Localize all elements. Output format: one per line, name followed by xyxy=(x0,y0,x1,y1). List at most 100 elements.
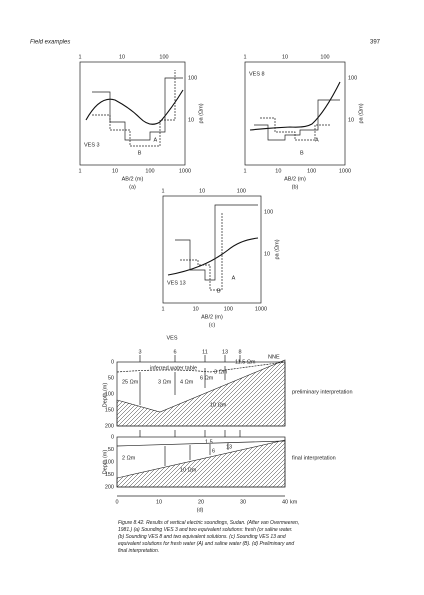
panel-label: (a) xyxy=(129,184,136,190)
section-figure xyxy=(116,359,286,497)
x-tick: 1000 xyxy=(255,306,267,312)
depth-tick: 50 xyxy=(108,447,114,453)
x-tick: 10 xyxy=(193,306,199,312)
interp-label: preliminary interpretation xyxy=(292,389,353,395)
running-title: Field examples xyxy=(30,40,70,46)
ves-number: 6 xyxy=(173,349,176,355)
layer-label: 11.5 Ωm xyxy=(235,359,256,365)
top-tick: 1 xyxy=(161,188,164,194)
top-tick: 1 xyxy=(78,54,81,60)
solution-b xyxy=(92,70,176,147)
depth-tick: 200 xyxy=(105,484,114,490)
y-tick: 10 xyxy=(348,117,354,123)
y-tick: 100 xyxy=(264,209,273,215)
y-tick: 100 xyxy=(348,75,357,81)
solution-a xyxy=(175,204,258,281)
ves-name: VES 13 xyxy=(167,280,186,286)
top-tick: 10 xyxy=(119,54,125,60)
depth-tick: 200 xyxy=(105,423,114,429)
plot-frame xyxy=(79,61,186,166)
depth-axis: Depth (m) xyxy=(102,383,108,408)
depth-tick: 100 xyxy=(105,459,114,465)
ves-number: 13 xyxy=(222,349,228,355)
solution-a xyxy=(92,77,183,141)
distance-tick: 40 xyxy=(282,499,288,505)
x-tick: 1 xyxy=(161,306,164,312)
solution-label: A xyxy=(154,137,158,143)
ves-name: VES 3 xyxy=(84,142,100,148)
panel-label: (b) xyxy=(292,184,299,190)
caption: Figure 8.42. Results of vertical electri… xyxy=(118,520,299,554)
x-tick: 100 xyxy=(145,168,154,174)
solution-label: B xyxy=(217,288,221,294)
x-axis-label: AB/2 (m) xyxy=(201,314,223,320)
layer-label: 3 Ωm xyxy=(158,379,172,385)
x-tick: 10 xyxy=(112,168,118,174)
layer-label: 10 Ωm xyxy=(210,402,227,408)
depth-tick: 150 xyxy=(105,407,114,413)
solution-a xyxy=(254,99,340,141)
curve xyxy=(249,81,341,131)
layer-label: 13 xyxy=(226,444,232,450)
y-axis-label: ρa (Ωm) xyxy=(274,239,280,259)
distance-tick: 10 xyxy=(156,499,162,505)
interp-label: final interpretation xyxy=(292,455,336,461)
curve xyxy=(167,237,259,276)
layer-label: 25 Ωm xyxy=(122,379,139,385)
x-tick: 1 xyxy=(243,168,246,174)
layer-label: 2 Ωm xyxy=(122,455,136,461)
depth-tick: 0 xyxy=(111,359,114,365)
y-tick: 10 xyxy=(264,251,270,257)
x-tick: 1000 xyxy=(179,168,191,174)
solution-b xyxy=(180,212,223,291)
depth-axis: Depth (m) xyxy=(102,450,108,475)
x-tick: 100 xyxy=(307,168,316,174)
solution-label: A xyxy=(232,275,236,281)
distance-tick: 0 xyxy=(115,499,118,505)
layer-label: 10 Ωm xyxy=(180,467,197,473)
distance-tick: 30 xyxy=(240,499,246,505)
layer-label: 6 xyxy=(212,448,215,454)
ves-number: 8 xyxy=(238,349,241,355)
layer-label: inferred water table xyxy=(150,365,197,371)
ves-number: 3 xyxy=(138,349,141,355)
solution-label: B xyxy=(300,150,304,156)
depth-tick: 150 xyxy=(105,472,114,478)
layer-label: 4 Ωm xyxy=(180,379,194,385)
ves-number: 11 xyxy=(202,349,208,355)
plot-frame xyxy=(162,195,262,304)
curve xyxy=(85,89,184,125)
x-tick: 10 xyxy=(275,168,281,174)
solution-b xyxy=(260,117,330,141)
x-tick: 1 xyxy=(78,168,81,174)
section-end: NNE xyxy=(268,354,280,360)
x-tick: 1000 xyxy=(339,168,351,174)
panel-label: (c) xyxy=(209,322,216,328)
top-tick: 100 xyxy=(237,188,246,194)
layer-label: 3 Ωm xyxy=(214,369,228,375)
top-tick: 1 xyxy=(243,54,246,60)
panel-label: (d) xyxy=(197,507,204,513)
y-axis-label: ρa (Ωm) xyxy=(198,103,204,123)
plot-frame xyxy=(244,61,346,166)
distance-tick: 20 xyxy=(198,499,204,505)
y-axis-label: ρa (Ωm) xyxy=(358,103,364,123)
depth-tick: 0 xyxy=(111,434,114,440)
y-tick: 100 xyxy=(188,75,197,81)
ves-heading: VES xyxy=(166,335,177,341)
top-tick: 100 xyxy=(320,54,329,60)
x-axis-label: AB/2 (m) xyxy=(122,176,144,182)
top-tick: 10 xyxy=(199,188,205,194)
ves-name: VES 8 xyxy=(249,71,265,77)
solution-label: A xyxy=(315,137,319,143)
y-tick: 10 xyxy=(188,117,194,123)
top-tick: 100 xyxy=(159,54,168,60)
layer-label: 6 Ωm xyxy=(200,375,214,381)
depth-tick: 100 xyxy=(105,391,114,397)
distance-unit: km xyxy=(290,499,298,505)
depth-tick: 50 xyxy=(108,375,114,381)
layer-label: 1.5 xyxy=(205,439,213,445)
page-number: 397 xyxy=(370,40,381,46)
x-axis-label: AB/2 (m) xyxy=(284,176,306,182)
